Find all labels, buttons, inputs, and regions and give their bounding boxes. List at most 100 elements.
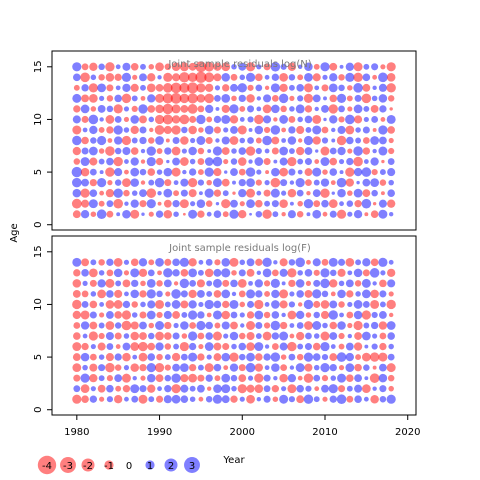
- residual-bubble-log-n: [97, 178, 107, 188]
- residual-bubble-log-n: [338, 116, 345, 123]
- residual-bubble-log-n: [378, 83, 387, 92]
- residual-bubble-log-f: [105, 362, 115, 373]
- residual-bubble-log-f: [354, 395, 362, 404]
- residual-bubble-log-n: [197, 147, 205, 155]
- residual-bubble-log-n: [281, 190, 287, 196]
- legend-label: 3: [189, 461, 195, 472]
- residual-bubble-log-n: [370, 210, 379, 219]
- residual-bubble-log-f: [198, 343, 204, 350]
- residual-bubble-log-f: [72, 289, 81, 298]
- residual-bubble-log-f: [221, 321, 230, 330]
- residual-bubble-log-n: [140, 180, 146, 185]
- residual-bubble-log-n: [289, 201, 294, 206]
- residual-bubble-log-n: [131, 95, 138, 102]
- residual-bubble-log-n: [115, 85, 121, 91]
- panel-log-n: Joint sample residuals log(N) 0 5 10 15: [33, 50, 417, 231]
- residual-bubble-log-f: [164, 385, 172, 393]
- residual-bubble-log-n: [386, 73, 396, 82]
- residual-bubble-log-n: [238, 210, 247, 219]
- residual-bubble-log-n: [221, 136, 230, 145]
- residual-bubble-log-n: [89, 157, 98, 166]
- residual-bubble-log-f: [122, 385, 131, 393]
- residual-bubble-log-f: [131, 301, 138, 308]
- residual-bubble-log-f: [148, 259, 155, 266]
- legend-label: -3: [63, 461, 73, 472]
- residual-bubble-log-n: [304, 147, 313, 155]
- residual-bubble-log-f: [205, 258, 213, 266]
- residual-bubble-log-f: [256, 397, 262, 402]
- residual-bubble-log-n: [387, 189, 395, 197]
- residual-bubble-log-n: [320, 178, 330, 187]
- residual-bubble-log-n: [345, 178, 354, 187]
- residual-bubble-log-f: [89, 395, 98, 403]
- residual-bubble-log-f: [296, 353, 304, 361]
- residual-bubble-log-f: [312, 289, 322, 299]
- residual-bubble-log-n: [371, 116, 379, 123]
- residual-bubble-log-n: [206, 116, 213, 123]
- residual-bubble-log-n: [146, 199, 156, 209]
- residual-bubble-log-f: [196, 289, 205, 298]
- residual-bubble-log-n: [313, 179, 320, 186]
- residual-bubble-log-f: [281, 312, 286, 318]
- residual-bubble-log-f: [222, 343, 230, 351]
- residual-bubble-log-f: [197, 353, 205, 361]
- residual-bubble-log-n: [246, 94, 255, 103]
- residual-bubble-log-n: [304, 115, 313, 124]
- residual-bubble-log-f: [355, 354, 362, 361]
- residual-bubble-log-f: [336, 394, 347, 405]
- residual-bubble-log-n: [362, 189, 371, 198]
- residual-bubble-log-n: [221, 199, 231, 209]
- residual-bubble-log-n: [314, 106, 319, 112]
- residual-bubble-log-n: [187, 93, 198, 104]
- residual-bubble-log-f: [386, 321, 396, 330]
- residual-bubble-log-n: [188, 189, 197, 198]
- residual-bubble-log-n: [296, 125, 305, 135]
- residual-bubble-log-n: [90, 74, 97, 81]
- residual-bubble-log-f: [146, 363, 156, 373]
- residual-bubble-log-f: [198, 301, 204, 308]
- residual-bubble-log-n: [271, 94, 279, 102]
- residual-bubble-log-n: [148, 211, 154, 217]
- residual-bubble-log-n: [72, 146, 81, 156]
- residual-bubble-log-f: [362, 258, 371, 267]
- residual-bubble-log-n: [106, 157, 114, 166]
- residual-bubble-log-f: [229, 257, 239, 267]
- residual-bubble-log-f: [230, 395, 238, 403]
- residual-bubble-log-n: [179, 157, 189, 166]
- residual-bubble-log-f: [279, 394, 289, 404]
- residual-bubble-log-f: [238, 342, 247, 351]
- residual-bubble-log-f: [171, 352, 181, 362]
- residual-bubble-log-f: [345, 257, 355, 267]
- residual-bubble-log-n: [296, 189, 304, 197]
- residual-bubble-log-f: [132, 354, 138, 360]
- residual-bubble-log-n: [363, 159, 369, 164]
- residual-bubble-log-f: [322, 396, 328, 402]
- residual-bubble-log-f: [270, 320, 281, 331]
- residual-bubble-log-f: [82, 364, 88, 371]
- residual-bubble-log-n: [271, 73, 280, 81]
- residual-bubble-log-n: [106, 95, 114, 102]
- residual-bubble-log-f: [205, 395, 213, 403]
- residual-bubble-log-n: [313, 200, 321, 208]
- residual-bubble-log-f: [214, 259, 221, 266]
- residual-bubble-log-f: [123, 259, 130, 265]
- residual-bubble-log-f: [131, 395, 139, 403]
- residual-bubble-log-n: [81, 199, 90, 208]
- residual-bubble-log-n: [279, 146, 289, 156]
- residual-bubble-log-n: [215, 201, 220, 206]
- residual-bubble-log-f: [123, 365, 130, 371]
- residual-bubble-log-n: [71, 166, 83, 178]
- residual-bubble-log-n: [315, 149, 319, 153]
- residual-bubble-log-f: [363, 364, 370, 371]
- residual-bubble-log-f: [106, 384, 114, 393]
- residual-bubble-log-f: [188, 363, 197, 372]
- residual-bubble-log-n: [179, 199, 189, 209]
- residual-bubble-log-n: [162, 103, 174, 115]
- residual-bubble-log-f: [73, 269, 81, 277]
- residual-bubble-log-n: [361, 198, 372, 209]
- residual-bubble-log-n: [172, 136, 180, 145]
- residual-bubble-log-n: [146, 83, 156, 93]
- residual-bubble-log-n: [122, 62, 131, 71]
- residual-bubble-log-f: [80, 310, 90, 320]
- residual-bubble-log-f: [181, 333, 188, 339]
